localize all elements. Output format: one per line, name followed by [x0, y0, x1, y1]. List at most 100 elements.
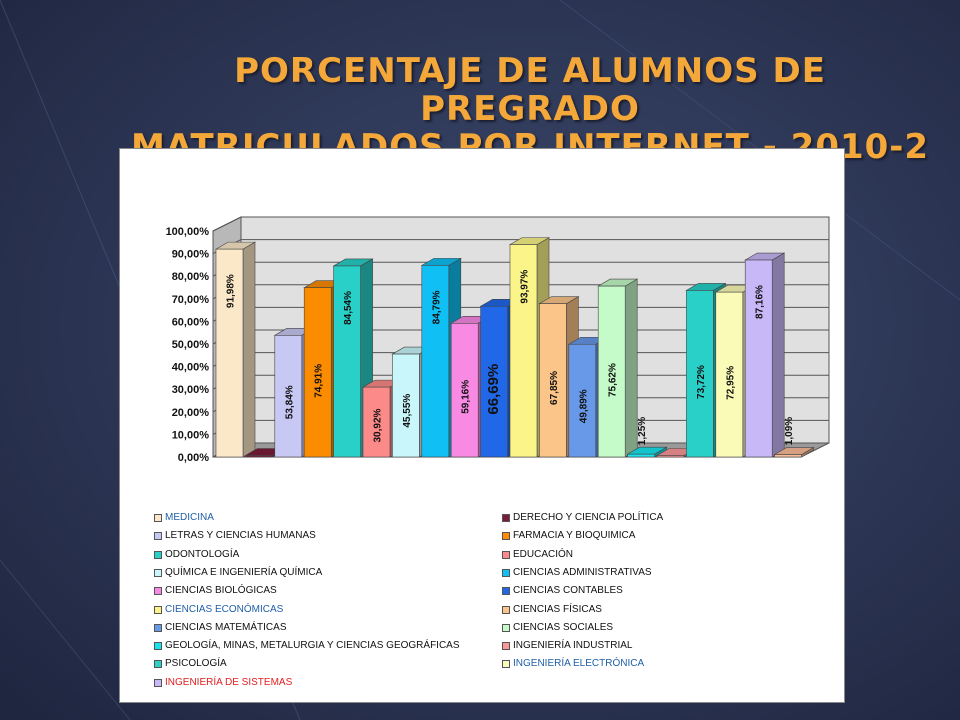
legend-label: INGENIERÍA ELECTRÓNICA [513, 658, 645, 670]
bar-front [303, 287, 332, 458]
data-label: 93,97% [520, 270, 531, 304]
legend-label: INGENIERÍA INDUSTRIAL [513, 640, 633, 652]
y-tick-label: 90,00% [172, 249, 210, 261]
y-tick-label: 100,00% [166, 226, 210, 238]
legend-label: CIENCIAS MATEMÁTICAS [165, 621, 287, 633]
legend-item: CIENCIAS ADMINISTRATIVAS [502, 567, 652, 579]
y-tick-label: 0,00% [178, 452, 209, 464]
legend-item: INGENIERÍA DE SISTEMAS [154, 677, 292, 689]
bar [626, 446, 668, 458]
legend-swatch [154, 660, 162, 669]
legend-swatch [502, 605, 510, 614]
legend-item: PSICOLOGÍA [154, 658, 227, 670]
data-label: 67,85% [549, 371, 560, 405]
legend-label: MEDICINA [165, 512, 214, 523]
gridline-side [212, 216, 242, 232]
legend-item: CIENCIAS FÍSICAS [502, 604, 602, 616]
legend-swatch [154, 623, 162, 632]
legend-swatch [154, 678, 162, 687]
bar-front [627, 453, 655, 458]
legend-label: GEOLOGÍA, MINAS, METALURGIA Y CIENCIAS G… [165, 640, 460, 652]
chart-panel: 0,00% 10,00% 20,00% 30,00% 40,00% 50,00% 60,00… [119, 148, 845, 703]
data-label: 30,92% [373, 408, 384, 442]
bar-front [215, 248, 244, 458]
data-label: 84,79% [431, 290, 442, 324]
bar-front [656, 455, 685, 458]
legend-label: CIENCIAS ECONÓMICAS [165, 603, 284, 615]
legend-item: CIENCIAS SOCIALES [502, 622, 613, 634]
bar-front [715, 291, 744, 458]
legend-swatch [154, 605, 162, 614]
legend-label: ODONTOLOGÍA [165, 548, 240, 560]
bar-front [274, 335, 303, 458]
legend-label: QUÍMICA E INGENIERÍA QUÍMICA [165, 566, 323, 578]
legend-swatch [154, 532, 162, 541]
legend-item: CIENCIAS BIOLÓGICAS [154, 585, 277, 597]
legend-swatch [502, 642, 510, 651]
data-label: 59,16% [461, 380, 472, 414]
data-label: 66,69% [485, 364, 502, 415]
legend-swatch [154, 587, 162, 596]
bar [744, 252, 786, 458]
legend-label: CIENCIAS ADMINISTRATIVAS [513, 566, 652, 578]
legend-swatch [502, 660, 510, 669]
data-label: 53,84% [284, 385, 295, 419]
legend-label: CIENCIAS BIOLÓGICAS [165, 585, 277, 597]
title-line-1: PORCENTAJE DE ALUMNOS DE PREGRADO [234, 51, 826, 129]
legend-item: FARMACIA Y BIOQUIMICA [502, 530, 635, 542]
legend-label: PSICOLOGÍA [165, 658, 227, 670]
legend-swatch [154, 568, 162, 577]
legend-item: QUÍMICA E INGENIERÍA QUÍMICA [154, 567, 322, 579]
data-label: 45,55% [402, 394, 413, 428]
y-tick-label: 30,00% [172, 384, 210, 396]
legend-label: DERECHO Y CIENCIA POLÍTICA [513, 512, 664, 523]
legend-swatch [154, 550, 162, 559]
legend-item: CIENCIAS CONTABLES [502, 585, 623, 597]
data-label: 91,98% [226, 274, 237, 308]
data-label: 87,16% [755, 285, 766, 319]
bar-front [333, 265, 361, 458]
bar-front [539, 303, 567, 458]
y-tick-label: 80,00% [172, 271, 210, 283]
bar-front [362, 386, 391, 458]
legend-item: CIENCIAS ECONÓMICAS [154, 604, 283, 616]
data-label: 72,95% [725, 366, 736, 400]
y-tick-label: 20,00% [172, 407, 210, 419]
bar-front [245, 455, 273, 458]
data-label: 73,72% [696, 365, 707, 399]
y-tick-label: 50,00% [172, 339, 210, 351]
legend-label: CIENCIAS FÍSICAS [513, 603, 602, 615]
bar-front [450, 322, 479, 458]
data-label: 84,54% [343, 291, 354, 325]
y-tick-label: 40,00% [172, 362, 210, 374]
legend-label: CIENCIAS CONTABLES [513, 585, 623, 597]
legend-swatch [502, 532, 510, 541]
bar-front [686, 290, 714, 458]
y-tick-label: 10,00% [172, 429, 210, 441]
legend-item: INGENIERÍA INDUSTRIAL [502, 640, 632, 652]
legend-swatch [502, 550, 510, 559]
bar [773, 447, 815, 458]
bar-front [597, 285, 626, 458]
legend-swatch [154, 514, 162, 522]
legend-label: LETRAS Y CIENCIAS HUMANAS [165, 530, 316, 542]
legend-item: ODONTOLOGÍA [154, 549, 239, 561]
data-label: 74,91% [314, 364, 325, 398]
legend-swatch [154, 642, 162, 651]
bar-front [744, 259, 773, 458]
legend-label: INGENIERÍA DE SISTEMAS [165, 676, 293, 688]
legend-swatch [502, 623, 510, 632]
bar-front [392, 353, 420, 458]
legend-item: CIENCIAS MATEMÁTICAS [154, 622, 287, 634]
bar-side [242, 241, 256, 458]
bar-chart-plot: 0,00% 10,00% 20,00% 30,00% 40,00% 50,00% 60,00… [166, 216, 830, 464]
legend-item: GEOLOGÍA, MINAS, METALURGIA Y CIENCIAS G… [154, 640, 460, 652]
bar-front [480, 305, 508, 458]
data-label: 49,89% [578, 389, 589, 423]
legend-label: CIENCIAS SOCIALES [513, 621, 614, 633]
data-label: 1,09% [784, 417, 795, 445]
bar-front [509, 244, 538, 458]
data-label: 75,62% [608, 363, 619, 397]
legend-label: FARMACIA Y BIOQUIMICA [513, 530, 636, 542]
bar-front [568, 343, 597, 458]
